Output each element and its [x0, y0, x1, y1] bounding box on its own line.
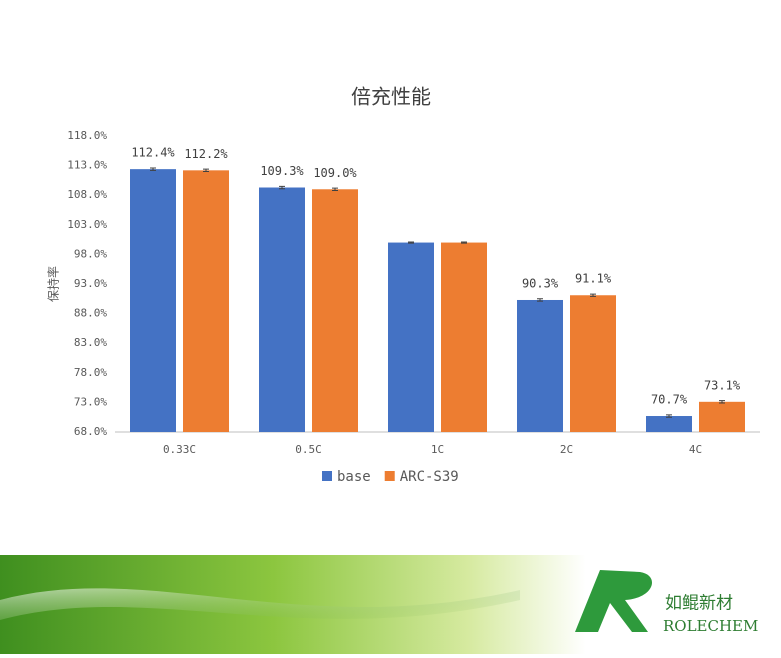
error-bar	[666, 414, 672, 418]
brand-en: ROLECHEM	[663, 617, 758, 635]
y-tick-label: 83.0%	[74, 336, 107, 349]
chart-title: 倍充性能	[351, 85, 431, 109]
y-tick-label: 98.0%	[74, 247, 107, 260]
value-label: 90.3%	[522, 276, 559, 290]
error-bar	[590, 293, 596, 297]
value-label: 109.3%	[260, 164, 304, 178]
y-axis-title: 保持率	[46, 266, 61, 302]
x-tick-label: 0.33C	[163, 443, 196, 456]
value-label: 112.4%	[131, 146, 175, 160]
value-label: 73.1%	[704, 378, 741, 392]
error-bar	[332, 187, 338, 191]
y-tick-label: 88.0%	[74, 307, 107, 320]
value-label: 70.7%	[651, 393, 688, 407]
bar	[646, 416, 692, 432]
y-tick-label: 73.0%	[74, 395, 107, 408]
error-bar	[408, 241, 414, 244]
y-tick-label: 78.0%	[74, 366, 107, 379]
bar	[388, 242, 434, 432]
y-tick-label: 93.0%	[74, 277, 107, 290]
logo-mark	[575, 570, 652, 632]
legend-label: base	[337, 469, 371, 485]
y-tick-label: 103.0%	[67, 218, 107, 231]
error-bar	[461, 241, 467, 244]
bar	[699, 401, 745, 432]
value-label: 91.1%	[575, 272, 612, 286]
x-tick-label: 0.5C	[295, 443, 322, 456]
y-tick-label: 108.0%	[67, 188, 107, 201]
bar	[312, 189, 358, 432]
error-bar	[279, 185, 285, 190]
bar	[517, 299, 563, 432]
legend-swatch	[322, 471, 332, 481]
brand-cn: 如鲲新材	[665, 594, 733, 614]
legend-swatch	[384, 471, 395, 481]
x-tick-label: 2C	[560, 443, 573, 456]
y-tick-label: 118.0%	[67, 129, 107, 142]
value-label: 112.2%	[184, 147, 228, 161]
footer-swirl	[0, 588, 520, 620]
y-tick-label: 113.0%	[67, 159, 107, 172]
bar	[570, 295, 616, 432]
bar	[441, 242, 487, 432]
error-bar	[537, 298, 543, 302]
legend-label: ARC-S39	[400, 469, 459, 485]
bar	[259, 187, 305, 432]
error-bar	[203, 168, 209, 173]
error-bar	[719, 400, 725, 404]
error-bar	[150, 167, 156, 171]
y-tick-label: 68.0%	[74, 425, 107, 438]
x-tick-label: 4C	[689, 443, 702, 456]
bar	[130, 169, 176, 433]
chart: 倍充性能 保持率 68.0% 73.0% 78.0% 83.0% 88.0% 93.0% 9…	[46, 85, 760, 485]
bar	[183, 170, 229, 432]
value-label: 109.0%	[313, 166, 357, 180]
x-tick-label: 1C	[431, 443, 444, 456]
